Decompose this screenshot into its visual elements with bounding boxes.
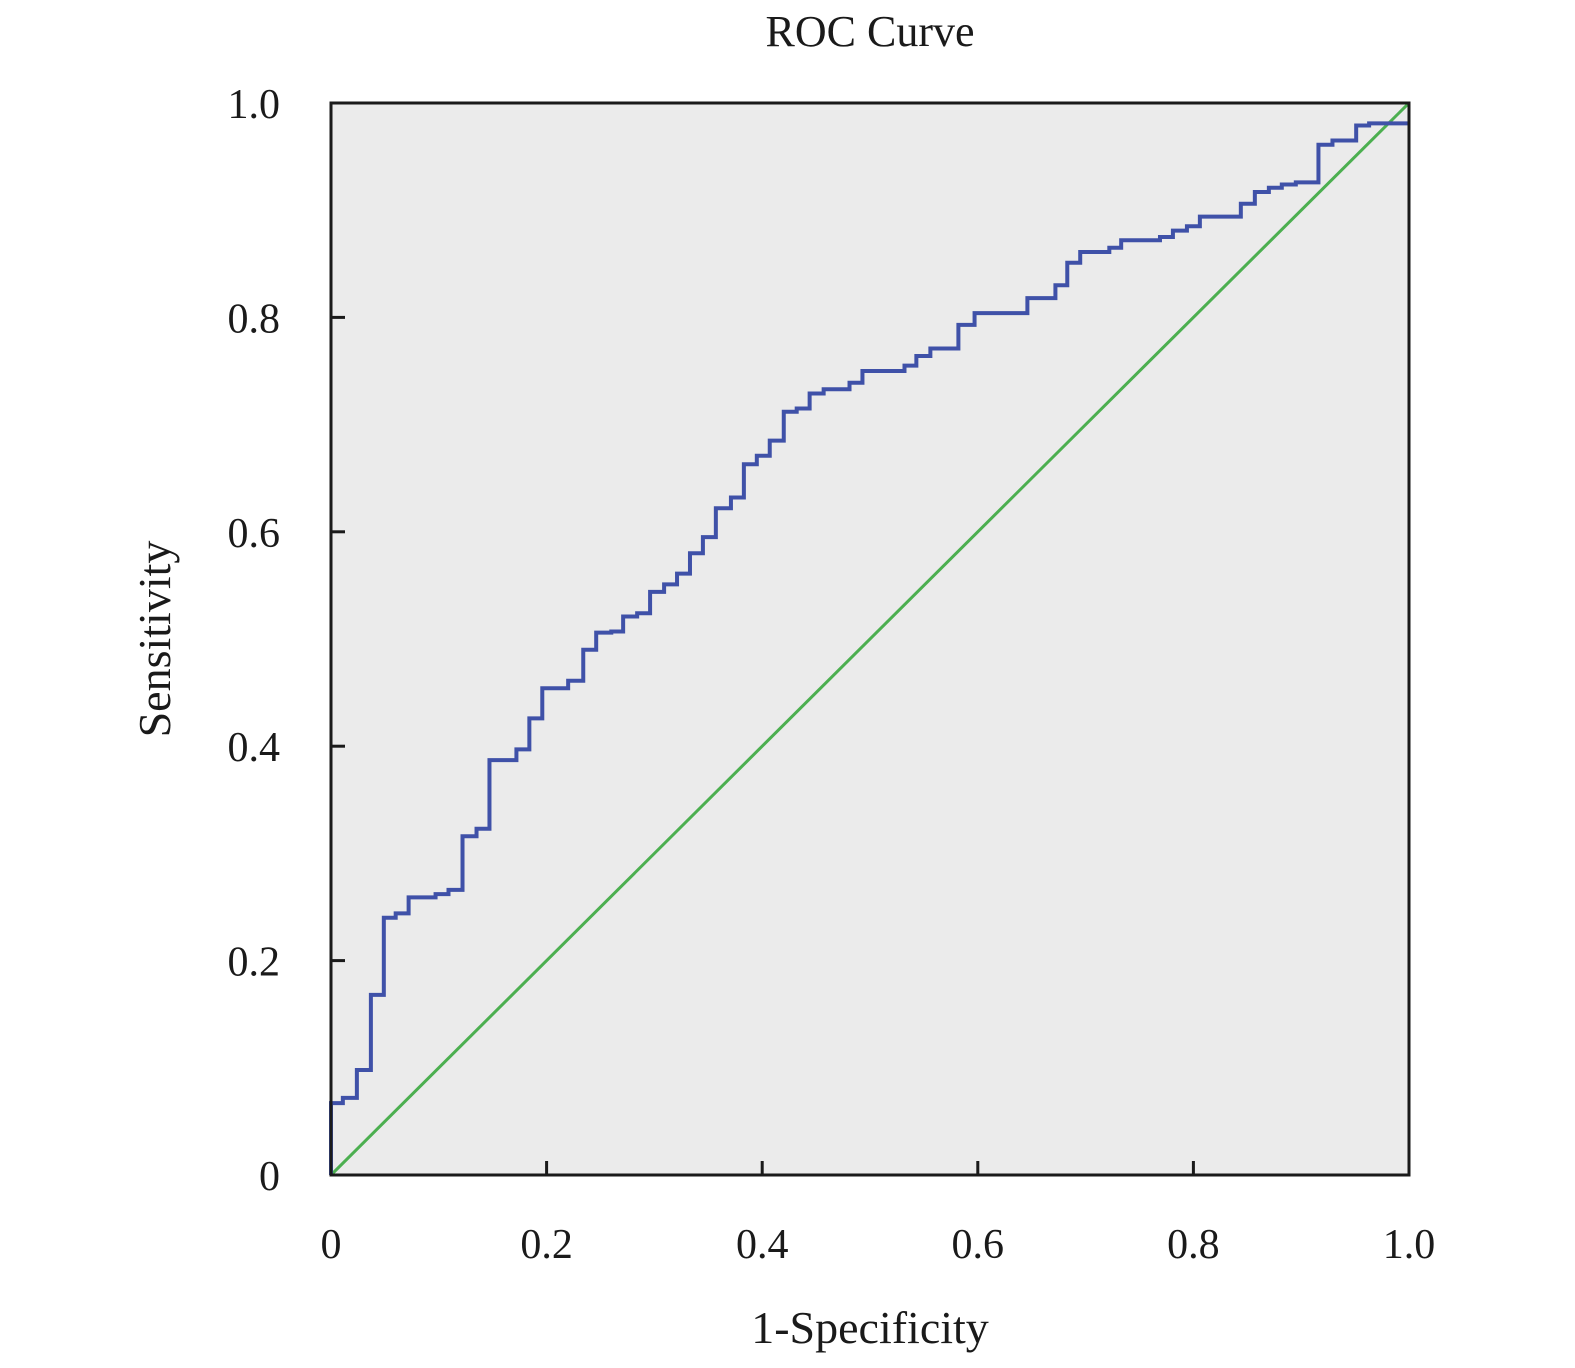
x-axis: 0 0.2 0.4 0.6 0.8 1.0	[321, 1161, 1436, 1268]
y-axis-label: Sensitivity	[129, 541, 180, 738]
y-tick-label: 0.2	[228, 940, 281, 986]
x-tick-label: 0	[321, 1222, 342, 1268]
plot-frame	[329, 101, 1411, 1177]
series-layer	[329, 101, 1411, 1177]
chart-title: ROC Curve	[766, 7, 975, 56]
y-tick-label: 1.0	[228, 82, 281, 128]
y-tick-label: 0.8	[228, 296, 281, 342]
x-tick-label: 0.6	[952, 1222, 1005, 1268]
y-tick-label: 0	[259, 1154, 280, 1200]
x-tick-label: 0.2	[520, 1222, 573, 1268]
roc-curve-line	[329, 121, 1409, 1175]
x-axis-label: 1-Specificity	[751, 1302, 989, 1353]
y-tick-label: 0.4	[228, 725, 281, 771]
reference-diagonal-line	[329, 101, 1411, 1177]
x-tick-label: 0.4	[736, 1222, 789, 1268]
y-axis: 0 0.2 0.4 0.6 0.8 1.0	[228, 82, 345, 1200]
y-tick-label: 0.6	[228, 511, 281, 557]
x-tick-label: 0.8	[1167, 1222, 1220, 1268]
x-tick-label: 1.0	[1383, 1222, 1436, 1268]
